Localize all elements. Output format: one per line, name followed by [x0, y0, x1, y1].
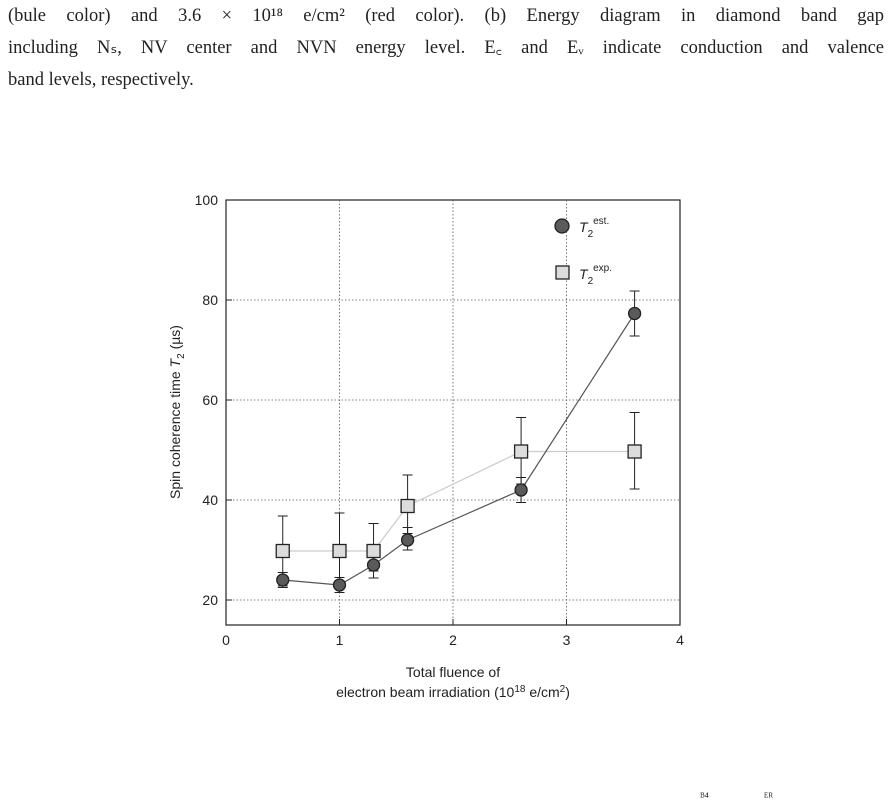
data-point-est	[276, 573, 290, 587]
series-line-exp	[282, 450, 635, 552]
footer-mark-1: ᴮ⁴	[700, 790, 709, 804]
x-tick-label: 2	[449, 632, 457, 648]
data-point-exp	[275, 543, 290, 559]
data-point-est	[332, 578, 347, 592]
y-tick-label: 100	[195, 192, 219, 208]
series-line-est	[282, 313, 636, 586]
x-tick-label: 0	[222, 632, 230, 648]
figure-caption: (bule color) and 3.6 × 10¹⁸ e/cm² (red c…	[8, 0, 884, 96]
data-point-exp	[400, 498, 415, 514]
x-axis-label-line1: Total fluence of	[406, 664, 500, 680]
legend-marker-exp	[555, 265, 570, 280]
y-tick-label: 60	[202, 392, 218, 408]
footer-fragment: ᴮ⁴ ᴱᴿ	[700, 790, 773, 805]
x-tick-label: 4	[676, 632, 684, 648]
data-point-exp	[366, 543, 381, 559]
data-point-exp	[627, 444, 642, 459]
y-tick-label: 40	[202, 492, 218, 508]
caption-line-2: including Nₛ, NV center and NVN energy l…	[8, 38, 884, 58]
data-point-est	[514, 483, 528, 497]
caption-line-1: (bule color) and 3.6 × 10¹⁸ e/cm² (red c…	[8, 6, 884, 26]
legend-label-exp: T2exp.	[579, 263, 612, 287]
x-axis-ticks: 0 1 2 3 4	[222, 619, 684, 648]
y-axis-label: Spin coherence time T2 (µs)	[167, 325, 187, 499]
legend-label-est: T2est.	[579, 216, 609, 240]
legend-marker-est	[554, 218, 570, 234]
data-point-est	[400, 533, 415, 547]
data-point-est	[366, 558, 381, 572]
footer-mark-2: ᴱᴿ	[763, 790, 774, 804]
x-tick-label: 1	[336, 632, 344, 648]
caption-line-3: band levels, respectively.	[8, 70, 194, 90]
x-axis-label-line2: electron beam irradiation (1018 e/cm2)	[336, 684, 570, 700]
series-marks	[275, 290, 642, 593]
y-axis-ticks: 20 40 60 80 100	[195, 192, 232, 608]
y-tick-label: 80	[202, 292, 218, 308]
x-tick-label: 3	[563, 632, 571, 648]
legend: T2est. T2exp.	[554, 216, 612, 287]
data-point-est	[627, 306, 642, 321]
data-point-exp	[332, 543, 347, 559]
y-tick-label: 20	[202, 592, 218, 608]
data-point-exp	[513, 444, 529, 459]
